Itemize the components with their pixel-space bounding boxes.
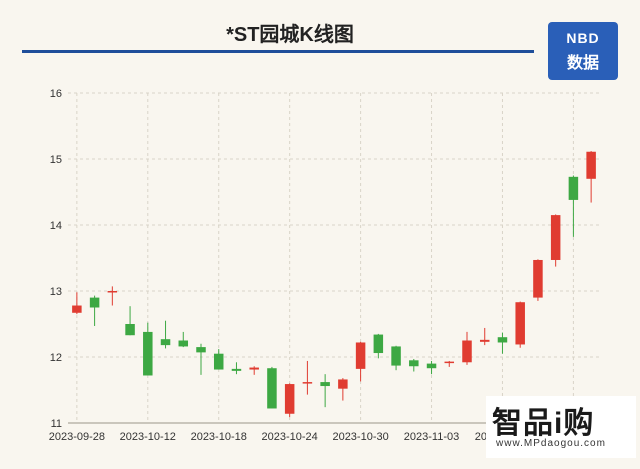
y-tick-label: 16 xyxy=(50,88,62,100)
candle-body xyxy=(143,331,153,376)
candles xyxy=(72,151,596,418)
candle-body xyxy=(160,339,171,346)
candle xyxy=(338,378,348,401)
x-tick-label: 2023-11-03 xyxy=(404,431,459,443)
x-tick-label: 2023-10-30 xyxy=(332,431,388,443)
nbd-data-badge: NBD 数据 xyxy=(548,22,618,80)
candle-body xyxy=(196,347,206,353)
candle xyxy=(462,331,472,365)
candle-body xyxy=(249,367,259,370)
candle xyxy=(267,366,277,409)
candle xyxy=(196,343,206,375)
x-tick-label: 2023-10-12 xyxy=(120,431,176,443)
candle xyxy=(213,349,224,370)
y-tick-label: 11 xyxy=(51,418,62,430)
candle-body xyxy=(338,379,348,389)
candle xyxy=(550,214,561,267)
watermark-logo: 智品i购 xyxy=(492,407,595,440)
candle xyxy=(586,151,596,203)
candle xyxy=(320,374,330,408)
candle-body xyxy=(550,215,561,260)
candle-body xyxy=(89,297,100,308)
candle-body xyxy=(355,342,366,369)
chart-title: *ST园城K线图 xyxy=(226,24,354,46)
y-tick-label: 12 xyxy=(50,352,62,364)
candle xyxy=(426,360,437,375)
candle-body xyxy=(497,337,508,343)
candle xyxy=(497,332,508,354)
candle-body xyxy=(231,368,242,371)
candle xyxy=(72,292,82,315)
candle xyxy=(568,175,579,237)
candle-body xyxy=(178,340,189,347)
candle xyxy=(178,331,189,348)
y-tick-label: 14 xyxy=(50,220,62,232)
x-tick-label: 2023-10-18 xyxy=(191,431,247,443)
candle-body xyxy=(267,368,277,409)
candle-body xyxy=(302,382,313,384)
candle xyxy=(125,306,135,336)
x-tick-label: 2023-10-24 xyxy=(262,431,318,443)
watermark-url: www.MPdaogou.com xyxy=(496,438,606,449)
candle-body xyxy=(409,360,419,367)
candle-body xyxy=(72,305,82,313)
candle-body xyxy=(213,353,224,370)
candle xyxy=(231,362,242,375)
candle xyxy=(409,358,419,372)
candle-body xyxy=(125,324,135,336)
candle-body xyxy=(568,176,579,200)
candle xyxy=(533,259,543,301)
candle xyxy=(444,360,455,367)
y-tick-label: 13 xyxy=(50,286,62,298)
candle xyxy=(284,383,295,418)
candle xyxy=(107,286,118,306)
candle-body xyxy=(107,291,118,293)
candle-body xyxy=(586,151,596,179)
candle xyxy=(89,295,100,326)
candle xyxy=(515,301,525,348)
candle-body xyxy=(320,382,330,387)
candle-body xyxy=(391,346,401,366)
candle-body xyxy=(515,302,525,345)
candle-body xyxy=(284,384,295,414)
candle-body xyxy=(444,361,455,364)
candle xyxy=(302,360,313,395)
candle xyxy=(355,341,366,382)
badge-label: 数据 xyxy=(566,55,599,72)
x-tick-label: 2023-09-28 xyxy=(49,431,105,443)
candle-body xyxy=(373,334,384,354)
candle xyxy=(479,327,490,346)
candle-body xyxy=(479,339,490,342)
candle-body xyxy=(462,340,472,363)
candle xyxy=(160,320,171,349)
candle xyxy=(391,345,401,371)
title-underline xyxy=(22,50,534,53)
y-axis: 11 12 13 14 15 16 xyxy=(50,88,62,430)
candle-body xyxy=(533,259,543,298)
candle xyxy=(143,322,153,376)
candle xyxy=(249,366,259,375)
badge-brand: NBD xyxy=(566,30,600,46)
candle xyxy=(373,333,384,359)
candle-body xyxy=(426,363,437,369)
y-tick-label: 15 xyxy=(50,154,62,166)
site-watermark: 智品i购 www.MPdaogou.com xyxy=(486,396,636,458)
